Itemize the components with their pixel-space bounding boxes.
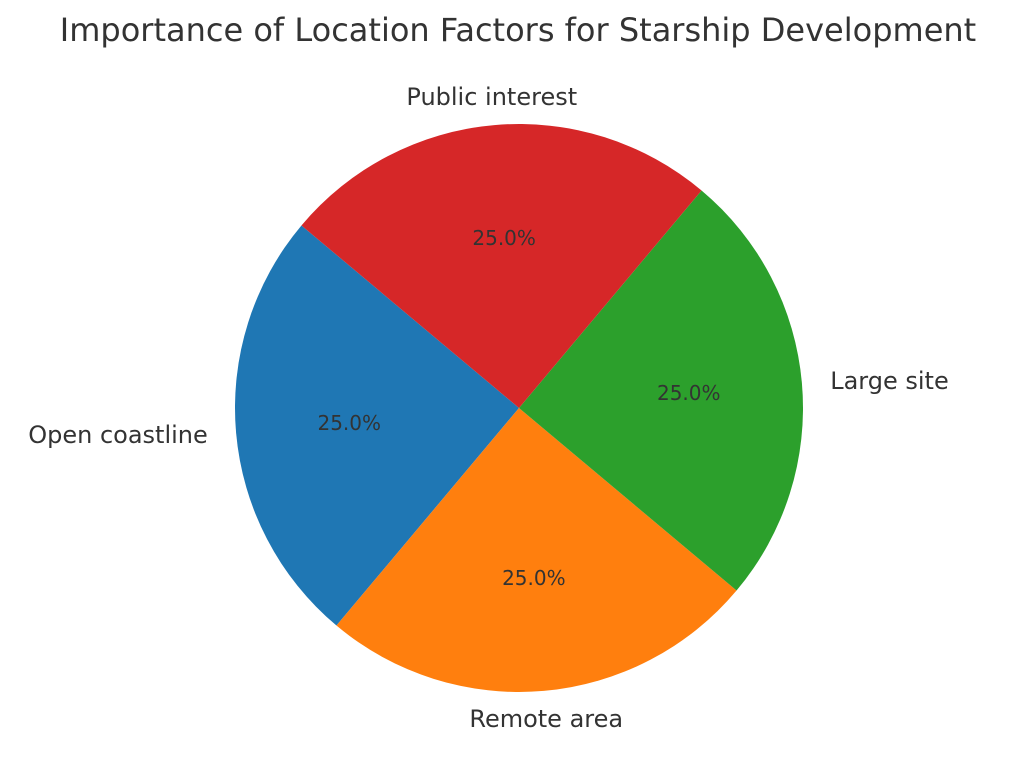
slice-percent-open-coastline: 25.0% bbox=[317, 411, 381, 435]
slice-percent-public-interest: 25.0% bbox=[472, 226, 536, 250]
slice-label-large-site: Large site bbox=[830, 367, 949, 395]
slice-percent-remote-area: 25.0% bbox=[502, 566, 566, 590]
pie-slice-large-site bbox=[519, 190, 803, 591]
pie-slice-open-coastline bbox=[234, 225, 519, 626]
pie-slice-remote-area bbox=[336, 408, 737, 692]
pie-slices bbox=[234, 124, 803, 692]
pie-slice-public-interest bbox=[301, 124, 702, 408]
slice-label-open-coastline: Open coastline bbox=[28, 421, 208, 449]
slice-label-remote-area: Remote area bbox=[469, 705, 623, 733]
pie-labels: Open coastline 25.0% Remote area 25.0% Large… bbox=[28, 83, 948, 733]
slice-percent-large-site: 25.0% bbox=[657, 381, 721, 405]
slice-label-public-interest: Public interest bbox=[406, 83, 577, 111]
chart-title: Importance of Location Factors for Stars… bbox=[60, 11, 976, 49]
